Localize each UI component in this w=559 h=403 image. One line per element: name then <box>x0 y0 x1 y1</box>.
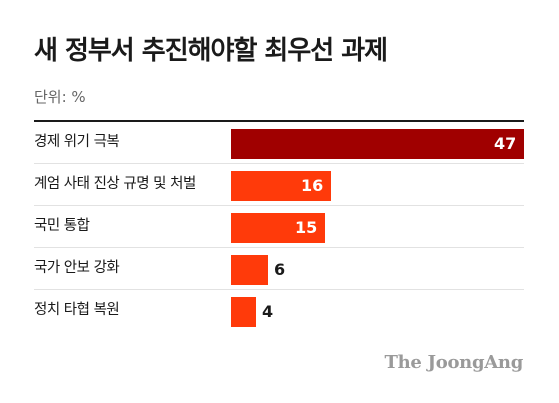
value-label: 15 <box>295 218 318 237</box>
category-label: 경제 위기 극복 <box>34 134 120 150</box>
bar-row: 국민 통합 15 <box>34 206 524 248</box>
chart-title: 새 정부서 추진해야할 최우선 과제 <box>34 36 388 66</box>
bar-row: 국가 안보 강화 6 <box>34 248 524 290</box>
bar <box>231 129 524 159</box>
top-rule <box>34 120 524 122</box>
bar <box>231 213 325 243</box>
publisher-logo: The JoongAng <box>384 352 524 373</box>
value-label: 4 <box>262 302 274 321</box>
value-label: 16 <box>301 176 324 195</box>
bar <box>231 297 256 327</box>
value-label: 47 <box>494 134 517 153</box>
bar-row: 계엄 사태 진상 규명 및 처벌 16 <box>34 164 524 206</box>
bar-row: 정치 타협 복원 4 <box>34 290 524 331</box>
unit-label: 단위: % <box>34 88 86 106</box>
bar-row: 경제 위기 극복 47 <box>34 122 524 164</box>
category-label: 계엄 사태 진상 규명 및 처벌 <box>34 176 196 192</box>
bar <box>231 255 268 285</box>
category-label: 국가 안보 강화 <box>34 260 120 276</box>
category-label: 국민 통합 <box>34 218 90 234</box>
category-label: 정치 타협 복원 <box>34 302 120 318</box>
value-label: 6 <box>274 260 286 279</box>
bar <box>231 171 331 201</box>
